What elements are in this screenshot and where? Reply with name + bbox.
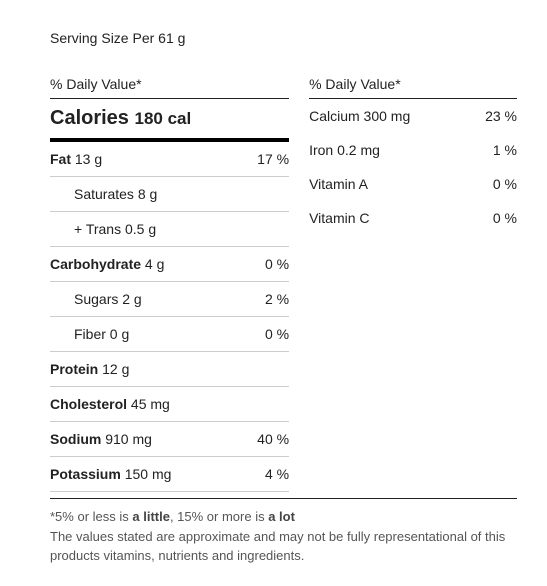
- nutrient-label: Vitamin A: [309, 176, 368, 192]
- right-column: % Daily Value* Calcium 300 mg 23 % Iron 0.…: [309, 76, 517, 492]
- nutrient-pct: 40 %: [239, 431, 289, 447]
- nutrient-amount: 2 g: [122, 291, 141, 307]
- nutrient-row: Saturates 8 g: [50, 177, 289, 212]
- nutrient-pct: 0 %: [493, 210, 517, 226]
- nutrient-label: Fat 13 g: [50, 151, 102, 167]
- nutrient-row: Potassium 150 mg 4 %: [50, 457, 289, 492]
- nutrient-pct: 1 %: [493, 142, 517, 158]
- nutrient-amount: 150 mg: [125, 466, 172, 482]
- nutrient-amount: 4 g: [145, 256, 164, 272]
- nutrient-amount: 0.5 g: [125, 221, 156, 237]
- nutrient-pct: 0 %: [493, 176, 517, 192]
- nutrient-pct: [239, 186, 289, 202]
- nutrient-label: Cholesterol 45 mg: [50, 396, 170, 412]
- dv-header-left: % Daily Value*: [50, 76, 289, 99]
- nutrient-row: Fiber 0 g 0 %: [50, 317, 289, 352]
- nutrient-label: Sugars 2 g: [50, 291, 142, 307]
- nutrient-label: Iron 0.2 mg: [309, 142, 380, 158]
- nutrient-amount: 8 g: [138, 186, 157, 202]
- dv-header-right: % Daily Value*: [309, 76, 517, 99]
- calories-value: 180 cal: [135, 109, 192, 128]
- nutrient-row: Vitamin A 0 %: [309, 167, 517, 201]
- nutrient-label: Sodium 910 mg: [50, 431, 152, 447]
- footer-text: , 15% or more is: [170, 509, 268, 524]
- nutrient-label: + Trans 0.5 g: [50, 221, 156, 237]
- nutrient-amount: 13 g: [75, 151, 102, 167]
- nutrient-row: Iron 0.2 mg 1 %: [309, 133, 517, 167]
- nutrient-pct: [239, 396, 289, 412]
- footer-disclaimer: The values stated are approximate and ma…: [50, 527, 517, 566]
- nutrient-row: Vitamin C 0 %: [309, 201, 517, 235]
- nutrient-pct: 17 %: [239, 151, 289, 167]
- nutrient-pct: 23 %: [485, 108, 517, 124]
- footer-text: *5% or less is: [50, 509, 132, 524]
- nutrient-label: Vitamin C: [309, 210, 369, 226]
- nutrient-pct: [239, 361, 289, 377]
- nutrient-amount: 45 mg: [131, 396, 170, 412]
- nutrient-row: Calcium 300 mg 23 %: [309, 99, 517, 133]
- footer-bold: a lot: [268, 509, 295, 524]
- calories-label: Calories: [50, 107, 129, 129]
- nutrient-row: + Trans 0.5 g: [50, 212, 289, 247]
- footer-bold: a little: [132, 509, 170, 524]
- nutrient-amount: 910 mg: [105, 431, 152, 447]
- serving-size: Serving Size Per 61 g: [50, 30, 517, 46]
- nutrient-pct: 0 %: [239, 256, 289, 272]
- nutrient-label: Potassium 150 mg: [50, 466, 171, 482]
- nutrient-label: Protein 12 g: [50, 361, 129, 377]
- nutrient-row: Fat 13 g 17 %: [50, 142, 289, 177]
- calories-row: Calories 180 cal: [50, 99, 289, 142]
- footer: *5% or less is a little, 15% or more is …: [50, 498, 517, 566]
- nutrient-row: Sodium 910 mg 40 %: [50, 422, 289, 457]
- nutrient-label: Saturates 8 g: [50, 186, 157, 202]
- nutrient-row: Sugars 2 g 2 %: [50, 282, 289, 317]
- nutrient-row: Carbohydrate 4 g 0 %: [50, 247, 289, 282]
- nutrition-panel: Serving Size Per 61 g % Daily Value* Cal…: [0, 0, 547, 586]
- nutrient-pct: 4 %: [239, 466, 289, 482]
- columns: % Daily Value* Calories 180 cal Fat 13 g…: [50, 76, 517, 492]
- nutrient-row: Cholesterol 45 mg: [50, 387, 289, 422]
- nutrient-amount: 12 g: [102, 361, 129, 377]
- nutrient-pct: [239, 221, 289, 237]
- footer-guide: *5% or less is a little, 15% or more is …: [50, 507, 517, 527]
- nutrient-pct: 2 %: [239, 291, 289, 307]
- nutrient-pct: 0 %: [239, 326, 289, 342]
- nutrient-label: Fiber 0 g: [50, 326, 129, 342]
- left-column: % Daily Value* Calories 180 cal Fat 13 g…: [50, 76, 289, 492]
- nutrient-row: Protein 12 g: [50, 352, 289, 387]
- nutrient-amount: 0 g: [110, 326, 129, 342]
- nutrient-label: Calcium 300 mg: [309, 108, 410, 124]
- nutrient-label: Carbohydrate 4 g: [50, 256, 164, 272]
